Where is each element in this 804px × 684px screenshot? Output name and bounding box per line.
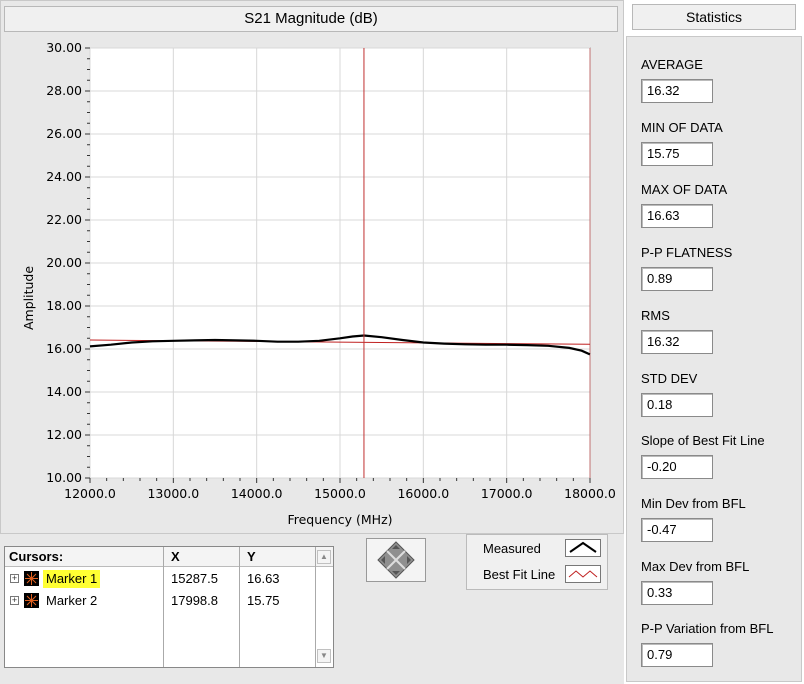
measured-series-line — [89, 334, 591, 356]
x-tick-label: 14000.0 — [231, 486, 283, 501]
y-column-header: Y — [239, 547, 315, 567]
y-tick-label: 16.00 — [46, 341, 82, 356]
statistics-header: Statistics — [632, 4, 796, 30]
cursor-name[interactable]: Marker 1 — [43, 570, 101, 588]
x-tick-label: 18000.0 — [564, 486, 616, 501]
y-tick-label: 20.00 — [46, 255, 82, 270]
cursors-column-header: Cursors: — [5, 547, 163, 567]
x-tick-label: 13000.0 — [147, 486, 199, 501]
stat-label: P-P FLATNESS — [641, 245, 733, 261]
stat-value-field[interactable]: 16.32 — [641, 329, 713, 354]
stat-value-field[interactable]: 0.33 — [641, 580, 713, 605]
stat-value-field[interactable]: 16.63 — [641, 204, 713, 229]
stat-label: P-P Variation from BFL — [641, 621, 774, 637]
statistics-panel: AVERAGE 16.32 MIN OF DATA 15.75 MAX OF DATA 1… — [626, 36, 802, 682]
crosshair-marker-icon[interactable] — [24, 593, 39, 608]
y-tick-label: 28.00 — [46, 83, 82, 98]
scroll-down-button[interactable]: ▼ — [317, 649, 331, 663]
plus-expand-icon[interactable]: + — [10, 573, 19, 583]
y-tick-label: 24.00 — [46, 169, 82, 184]
graph-title: S21 Magnitude (dB) — [4, 6, 618, 32]
stat-label: Min Dev from BFL — [641, 495, 746, 511]
column-divider — [315, 547, 316, 667]
stat-value-field[interactable]: 16.32 — [641, 79, 713, 103]
x-tick-label: 16000.0 — [397, 486, 449, 501]
crosshair-marker-icon[interactable] — [24, 571, 39, 586]
plot-legend[interactable]: Measured Best Fit Line — [466, 534, 608, 590]
x-tick-label: 15000.0 — [314, 486, 366, 501]
legend-measured-label: Measured — [483, 541, 541, 556]
cursor-y-value[interactable]: 15.75 — [247, 593, 280, 608]
y-tick-label: 12.00 — [46, 427, 82, 442]
stat-value-field[interactable]: -0.47 — [641, 517, 713, 542]
scroll-up-button[interactable]: ▲ — [317, 550, 331, 564]
stat-label: AVERAGE — [641, 57, 703, 72]
cursor-x-value[interactable]: 15287.5 — [171, 571, 218, 586]
stat-label: MAX OF DATA — [641, 182, 728, 198]
plus-expand-icon[interactable]: + — [10, 595, 19, 605]
y-axis-label: Amplitude — [21, 266, 36, 330]
cursor-move-diamond-icon — [377, 541, 415, 579]
cursor-y-value[interactable]: 16.63 — [247, 571, 280, 586]
x-tick-label: 17000.0 — [481, 486, 533, 501]
legend-best-fit-label: Best Fit Line — [483, 567, 556, 582]
grid-lines — [89, 47, 591, 479]
cursor-name[interactable]: Marker 2 — [46, 593, 98, 608]
cursor-move-button[interactable] — [366, 538, 426, 582]
cursor-x-value[interactable]: 17998.8 — [171, 593, 218, 608]
stat-value-field[interactable]: 0.89 — [641, 267, 713, 292]
stat-value-field[interactable]: 0.18 — [641, 392, 713, 417]
stat-label: RMS — [641, 307, 670, 323]
x-column-header: X — [163, 547, 239, 567]
stat-label: MIN OF DATA — [641, 119, 723, 135]
stat-value-field[interactable]: 15.75 — [641, 141, 713, 166]
y-tick-label: 30.00 — [46, 40, 82, 55]
legend-best-fit-swatch[interactable] — [565, 565, 601, 583]
x-tick-label: 12000.0 — [64, 486, 116, 501]
legend-measured-swatch[interactable] — [565, 539, 601, 557]
y-tick-label: 26.00 — [46, 126, 82, 141]
y-tick-label: 22.00 — [46, 212, 82, 227]
cursor-table[interactable]: Cursors: X Y ▲ ▼ + Marker 1 15287.5 16.63 + M… — [4, 546, 334, 668]
series-lines — [89, 334, 591, 356]
column-divider — [163, 547, 164, 667]
stat-value-field[interactable]: 0.79 — [641, 643, 713, 668]
y-tick-label: 10.00 — [46, 470, 82, 485]
axis-ticks: 12000.0 13000.0 14000.0 15000.0 16000.0 17000… — [46, 40, 616, 501]
stat-label: Slope of Best Fit Line — [641, 433, 765, 449]
y-tick-label: 18.00 — [46, 298, 82, 313]
y-tick-label: 14.00 — [46, 384, 82, 399]
s21-chart[interactable]: 12000.0 13000.0 14000.0 15000.0 16000.0 17000… — [0, 34, 624, 534]
column-divider — [239, 547, 240, 667]
stat-value-field[interactable]: -0.20 — [641, 455, 713, 480]
stat-label: STD DEV — [641, 370, 698, 386]
stat-label: Max Dev from BFL — [641, 558, 750, 574]
x-axis-label: Frequency (MHz) — [287, 512, 392, 527]
